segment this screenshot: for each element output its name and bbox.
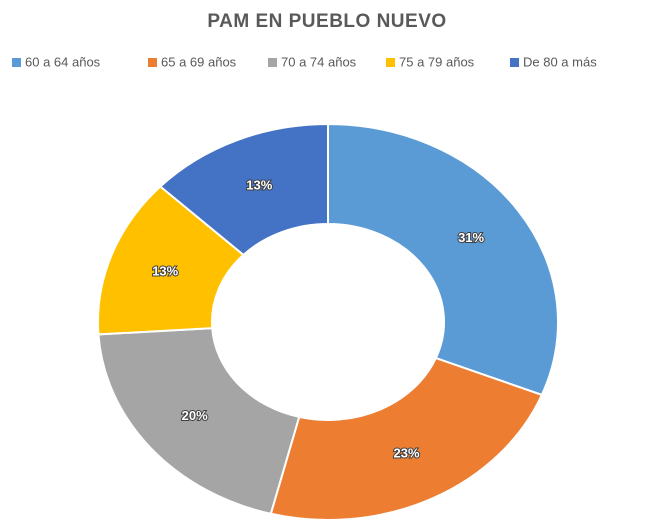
legend-swatch bbox=[386, 58, 395, 67]
legend-label: 70 a 74 años bbox=[281, 54, 357, 69]
donut-slice bbox=[158, 122, 329, 257]
data-label: 23% bbox=[394, 445, 420, 460]
legend-swatch bbox=[12, 58, 21, 67]
legend-swatch bbox=[510, 58, 519, 67]
donut-slice bbox=[327, 122, 559, 397]
donut-slice bbox=[97, 327, 301, 515]
legend-label: 65 a 69 años bbox=[161, 54, 237, 69]
donut-slice bbox=[269, 356, 544, 521]
legend-label: De 80 a más bbox=[523, 54, 597, 69]
data-label: 13% bbox=[246, 178, 272, 193]
legend-label: 75 a 79 años bbox=[399, 54, 475, 69]
legend-swatch bbox=[268, 58, 277, 67]
data-label: 20% bbox=[182, 408, 208, 423]
chart-title: PAM EN PUEBLO NUEVO bbox=[207, 11, 446, 32]
data-label: 13% bbox=[152, 263, 178, 278]
legend-swatch bbox=[148, 58, 157, 67]
data-label: 31% bbox=[458, 230, 484, 245]
legend-label: 60 a 64 años bbox=[25, 54, 101, 69]
